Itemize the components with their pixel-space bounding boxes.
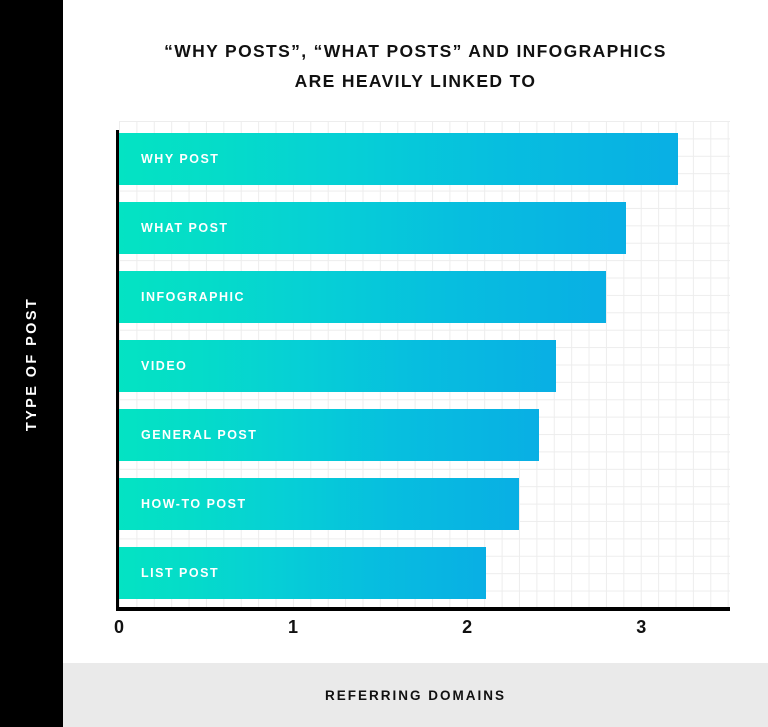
bar-general-post[interactable]: GENERAL POST bbox=[119, 409, 539, 461]
bar-label: WHAT POST bbox=[141, 221, 229, 235]
y-axis-title: TYPE OF POST bbox=[23, 296, 40, 431]
x-axis-tick-labels: 0 1 2 3 bbox=[114, 617, 730, 657]
bar-what-post[interactable]: WHAT POST bbox=[119, 202, 626, 254]
chart-title-line-1: “WHY POSTS”, “WHAT POSTS” AND INFOGRAPHI… bbox=[164, 41, 667, 61]
y-axis-line bbox=[116, 130, 119, 611]
bar-list-post[interactable]: LIST POST bbox=[119, 547, 487, 599]
plot-area: WHY POST WHAT POST INFOGRAPHIC VIDEO GENERAL… bbox=[119, 121, 730, 607]
x-tick-2: 2 bbox=[462, 617, 473, 637]
y-axis-sidebar: TYPE OF POST bbox=[0, 0, 63, 727]
bar-row: HOW-TO POST bbox=[119, 478, 520, 530]
bar-infographic[interactable]: INFOGRAPHIC bbox=[119, 271, 607, 323]
bar-row: WHAT POST bbox=[119, 202, 626, 254]
bar-label: HOW-TO POST bbox=[141, 497, 247, 511]
bar-label: GENERAL POST bbox=[141, 428, 258, 442]
chart-title: “WHY POSTS”, “WHAT POSTS” AND INFOGRAPHI… bbox=[63, 36, 768, 96]
bar-how-to-post[interactable]: HOW-TO POST bbox=[119, 478, 520, 530]
x-tick-0: 0 bbox=[113, 617, 125, 637]
bar-why-post[interactable]: WHY POST bbox=[119, 133, 678, 185]
bar-label: WHY POST bbox=[141, 152, 220, 166]
bar-row: INFOGRAPHIC bbox=[119, 271, 607, 323]
chart-title-line-2: ARE HEAVILY LINKED TO bbox=[294, 71, 537, 91]
bar-row: LIST POST bbox=[119, 547, 487, 599]
bar-label: INFOGRAPHIC bbox=[141, 290, 245, 304]
x-axis-line bbox=[116, 607, 730, 611]
bar-label: VIDEO bbox=[141, 359, 188, 373]
bar-row: WHY POST bbox=[119, 133, 678, 185]
x-tick-1: 1 bbox=[288, 617, 299, 637]
bar-row: GENERAL POST bbox=[119, 409, 539, 461]
x-axis-title: REFERRING DOMAINS bbox=[324, 687, 506, 703]
x-axis-footer: REFERRING DOMAINS bbox=[63, 663, 768, 727]
bar-series: WHY POST WHAT POST INFOGRAPHIC VIDEO GENERAL… bbox=[119, 121, 730, 607]
bar-label: LIST POST bbox=[141, 566, 220, 580]
plot-wrapper: WHY POST WHAT POST INFOGRAPHIC VIDEO GENERAL… bbox=[114, 121, 730, 637]
x-tick-3: 3 bbox=[636, 617, 647, 637]
bar-video[interactable]: VIDEO bbox=[119, 340, 556, 392]
bar-row: VIDEO bbox=[119, 340, 556, 392]
